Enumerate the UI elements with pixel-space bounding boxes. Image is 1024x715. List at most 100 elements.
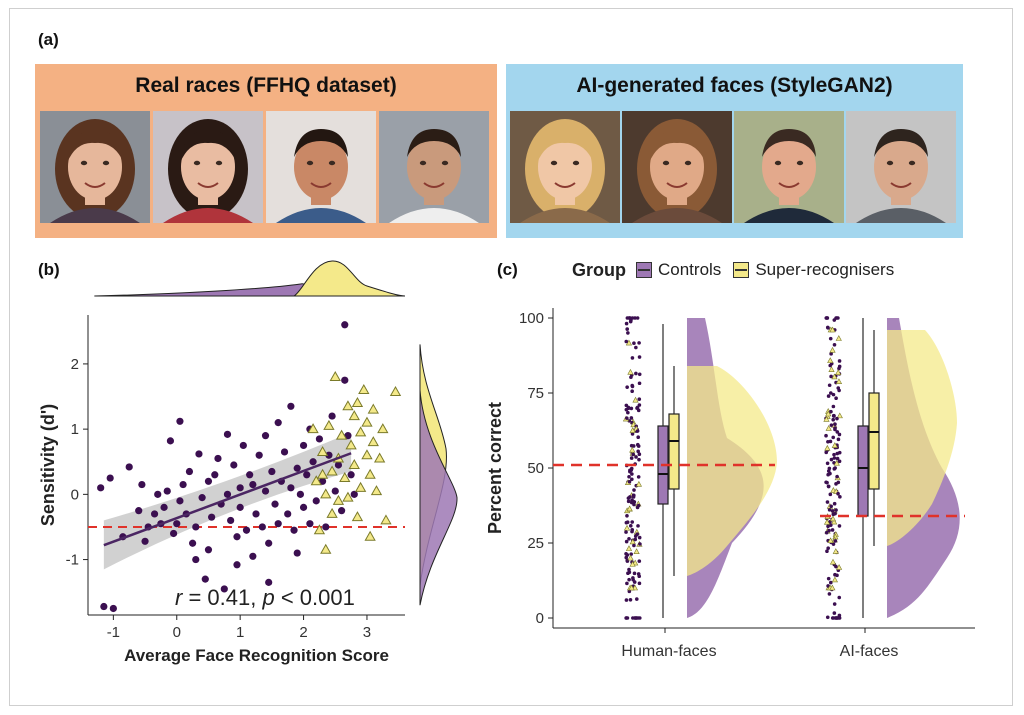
- super-recogniser-point: [320, 488, 332, 499]
- controls-point: [636, 449, 640, 454]
- controls-point: [624, 616, 628, 620]
- controls-point: [106, 474, 114, 482]
- face-photo: [846, 111, 956, 223]
- controls-point: [242, 526, 251, 534]
- controls-point: [833, 511, 837, 516]
- super-recognisers-box: [868, 392, 880, 490]
- controls-point: [632, 543, 636, 548]
- controls-point: [268, 467, 276, 476]
- controls-point: [141, 537, 149, 545]
- super-recogniser-point: [832, 548, 839, 554]
- super-recogniser-point: [835, 335, 842, 341]
- super-recogniser-point: [835, 369, 842, 375]
- controls-point: [315, 435, 324, 443]
- controls-point: [293, 549, 301, 557]
- controls-point: [223, 430, 232, 438]
- controls-point: [201, 575, 209, 583]
- legend-key-super-recognisers: [733, 262, 750, 278]
- controls-point: [338, 507, 346, 515]
- super-recogniser-point: [335, 429, 348, 440]
- controls-point: [632, 502, 636, 507]
- super-recogniser-point: [825, 410, 832, 417]
- super-recogniser-point: [316, 445, 329, 456]
- controls-point: [350, 490, 358, 498]
- controls-point: [834, 396, 838, 401]
- controls-point: [837, 616, 842, 620]
- real-faces-title: Real races (FFHQ dataset): [135, 74, 397, 97]
- controls-point: [837, 524, 842, 528]
- controls-point: [303, 471, 311, 479]
- super-recogniser-point: [627, 368, 634, 375]
- controls-point: [97, 484, 105, 492]
- super-recognisers-box: [668, 413, 680, 490]
- controls-point: [636, 572, 641, 576]
- controls-point: [831, 542, 836, 546]
- controls-point: [265, 578, 273, 586]
- controls-point: [835, 573, 839, 578]
- controls-point: [828, 439, 833, 444]
- controls-point: [255, 451, 263, 459]
- controls-point: [638, 542, 642, 546]
- controls-point: [624, 520, 629, 525]
- super-recogniser-point: [825, 425, 832, 431]
- controls-point: [630, 384, 635, 389]
- controls-point: [826, 484, 831, 489]
- ai-faces-banner: AI-generated faces (StyleGAN2): [506, 64, 963, 238]
- controls-point: [833, 422, 837, 426]
- controls-point: [837, 459, 842, 464]
- controls-point: [100, 602, 108, 611]
- controls-point: [635, 532, 640, 537]
- super-recogniser-point: [348, 458, 360, 469]
- controls-point: [827, 383, 832, 388]
- controls-point: [637, 355, 642, 359]
- controls-point: [831, 404, 836, 409]
- controls-point: [204, 546, 213, 554]
- controls-point: [826, 576, 831, 581]
- controls-point: [828, 580, 833, 585]
- controls-point: [631, 495, 636, 499]
- face-image: [622, 111, 732, 223]
- controls-point: [634, 345, 638, 350]
- controls-point: [637, 397, 642, 401]
- controls-point: [837, 364, 842, 369]
- raincloud-plot: 0 25 50 75 100 Percent correct Human-faces AI-f…: [485, 308, 975, 660]
- face-photo: [153, 111, 263, 223]
- controls-point: [635, 316, 640, 320]
- super-recogniser-point: [823, 415, 830, 422]
- controls-point: [287, 484, 295, 492]
- top-density: [94, 260, 406, 297]
- super-recogniser-point: [626, 505, 633, 512]
- controls-point: [824, 530, 829, 535]
- super-recogniser-point: [823, 518, 831, 525]
- y-tick-label: -1: [66, 552, 79, 569]
- controls-point: [192, 523, 200, 531]
- controls-point: [829, 391, 833, 395]
- controls-point: [837, 359, 842, 363]
- controls-point: [236, 503, 244, 511]
- controls-point: [627, 567, 631, 572]
- controls-point: [627, 536, 631, 541]
- controls-point: [637, 457, 641, 462]
- controls-point: [824, 433, 828, 438]
- controls-point: [634, 371, 638, 376]
- controls-point: [832, 501, 837, 506]
- controls-point: [832, 414, 836, 418]
- right-density: [419, 344, 458, 606]
- controls-point: [828, 336, 833, 341]
- controls-point: [829, 504, 833, 509]
- controls-point: [627, 589, 632, 594]
- controls-point: [829, 352, 833, 356]
- controls-point: [629, 375, 633, 380]
- controls-point: [625, 327, 630, 331]
- legend-key-controls: [636, 262, 652, 278]
- controls-point: [160, 503, 168, 511]
- controls-point: [192, 555, 200, 564]
- legend-label-controls: Controls: [658, 260, 722, 279]
- controls-point: [261, 487, 270, 495]
- face-photo: [510, 111, 620, 223]
- controls-point: [627, 316, 632, 320]
- controls-point: [173, 520, 181, 528]
- controls-point: [627, 479, 632, 484]
- controls-point: [630, 472, 634, 476]
- controls-point: [227, 516, 235, 525]
